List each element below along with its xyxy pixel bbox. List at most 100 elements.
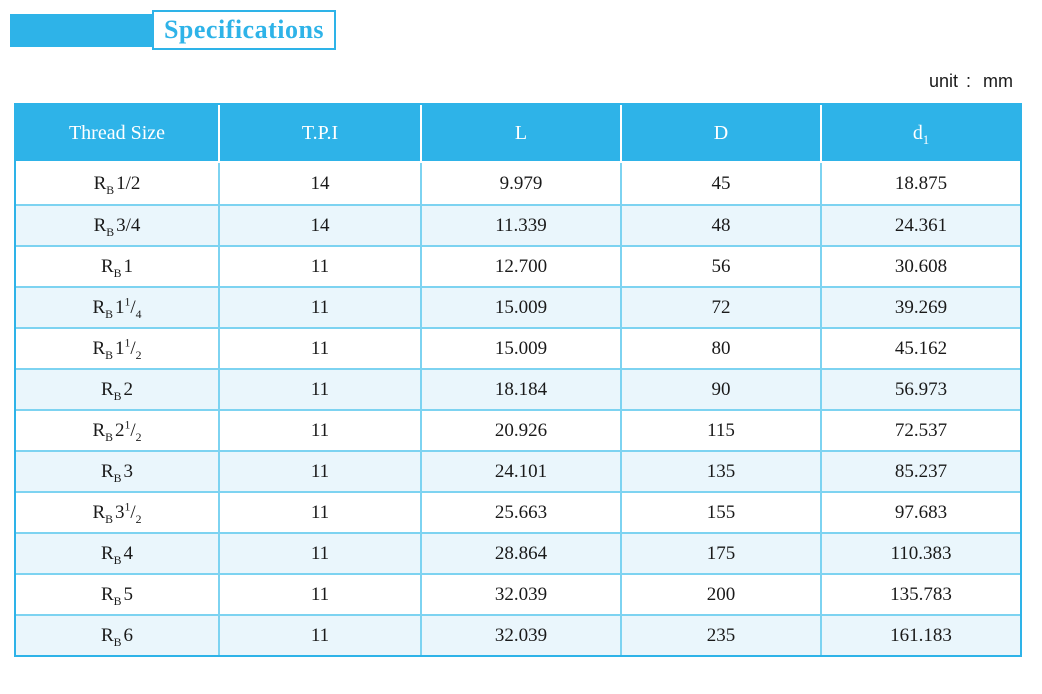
d-cell: 80 (622, 327, 822, 368)
d-cell: 135 (622, 450, 822, 491)
d-cell: 200 (622, 573, 822, 614)
thread-base-sub: B (113, 471, 122, 485)
unit-value: mm (983, 71, 1013, 91)
d1-cell: 18.875 (822, 163, 1020, 204)
thread-base-sub: B (113, 389, 122, 403)
thread-frac-denominator: 2 (135, 348, 142, 362)
thread-size-cell: RB 21/2 (16, 409, 220, 450)
thread-size-value: 1 (114, 337, 125, 359)
d1-cell: 135.783 (822, 573, 1020, 614)
thread-frac-numerator: 1 (124, 295, 131, 309)
d-cell: 235 (622, 614, 822, 655)
thread-frac-numerator: 1 (124, 500, 131, 514)
tpi-cell: 11 (220, 327, 422, 368)
d-cell: 45 (622, 163, 822, 204)
thread-base-sub: B (113, 266, 122, 280)
col-header-l: L (422, 105, 622, 163)
l-cell: 25.663 (422, 491, 622, 532)
l-cell: 15.009 (422, 286, 622, 327)
thread-size-value: 3 (114, 501, 125, 523)
d-cell: 175 (622, 532, 822, 573)
thread-size-cell: RB 3 (16, 450, 220, 491)
thread-frac-numerator: 1 (124, 418, 131, 432)
table-row: RB 4 11 28.864 175 110.383 (16, 532, 1020, 573)
l-cell: 24.101 (422, 450, 622, 491)
specifications-table: Thread Size T.P.I L D d1 RB 1/2 14 9.979 … (14, 103, 1022, 657)
thread-base: R (100, 583, 114, 605)
thread-size-cell: RB 3/4 (16, 204, 220, 245)
tpi-cell: 11 (220, 532, 422, 573)
table-row: RB 2 11 18.184 90 56.973 (16, 368, 1020, 409)
thread-base: R (92, 419, 106, 441)
thread-frac-slash: / (130, 419, 136, 441)
tpi-cell: 11 (220, 450, 422, 491)
col-header-tpi: T.P.I (220, 105, 422, 163)
thread-base: R (100, 378, 114, 400)
unit-separator: : (965, 71, 971, 91)
table-row: RB 6 11 32.039 235 161.183 (16, 614, 1020, 655)
thread-base-sub: B (106, 183, 115, 197)
thread-size-cell: RB 11/2 (16, 327, 220, 368)
thread-base-sub: B (105, 512, 113, 526)
tpi-cell: 14 (220, 163, 422, 204)
d-cell: 90 (622, 368, 822, 409)
unit-label: unit (928, 71, 958, 91)
l-cell: 15.009 (422, 327, 622, 368)
table-row: RB 3 11 24.101 135 85.237 (16, 450, 1020, 491)
tpi-cell: 11 (220, 368, 422, 409)
thread-size-cell: RB 2 (16, 368, 220, 409)
d1-cell: 161.183 (822, 614, 1020, 655)
thread-base-sub: B (106, 225, 115, 239)
table-header-row: Thread Size T.P.I L D d1 (16, 105, 1020, 163)
d-cell: 155 (622, 491, 822, 532)
thread-base: R (93, 214, 107, 236)
thread-base: R (100, 624, 114, 646)
thread-frac-numerator: 1 (124, 336, 131, 350)
table-body: RB 1/2 14 9.979 45 18.875 RB 3/4 14 11.339… (16, 163, 1020, 655)
table-row: RB 5 11 32.039 200 135.783 (16, 573, 1020, 614)
thread-frac-slash: / (130, 501, 136, 523)
thread-size-value: 1/2 (116, 172, 141, 194)
thread-base-sub: B (113, 635, 122, 649)
thread-size-cell: RB 1 (16, 245, 220, 286)
table-row: RB 11/2 11 15.009 80 45.162 (16, 327, 1020, 368)
thread-size-cell: RB 4 (16, 532, 220, 573)
table-row: RB 3/4 14 11.339 48 24.361 (16, 204, 1020, 245)
d1-cell: 39.269 (822, 286, 1020, 327)
d1-cell: 97.683 (822, 491, 1020, 532)
col-header-thread-size: Thread Size (16, 105, 220, 163)
thread-size-cell: RB 1/2 (16, 163, 220, 204)
thread-frac-denominator: 2 (135, 512, 142, 526)
table-row: RB 31/2 11 25.663 155 97.683 (16, 491, 1020, 532)
thread-base-sub: B (105, 307, 113, 321)
d1-cell: 72.537 (822, 409, 1020, 450)
thread-size-cell: RB 11/4 (16, 286, 220, 327)
l-cell: 32.039 (422, 614, 622, 655)
tpi-cell: 11 (220, 491, 422, 532)
thread-base-sub: B (105, 348, 113, 362)
d1-cell: 56.973 (822, 368, 1020, 409)
thread-size-value: 1 (123, 255, 134, 277)
d-cell: 48 (622, 204, 822, 245)
tpi-cell: 14 (220, 204, 422, 245)
d-cell: 56 (622, 245, 822, 286)
l-cell: 32.039 (422, 573, 622, 614)
thread-base: R (100, 542, 114, 564)
d1-cell: 30.608 (822, 245, 1020, 286)
tpi-cell: 11 (220, 286, 422, 327)
thread-size-value: 4 (123, 542, 134, 564)
d1-cell: 24.361 (822, 204, 1020, 245)
thread-base: R (100, 460, 114, 482)
l-cell: 18.184 (422, 368, 622, 409)
col-header-d1: d1 (822, 105, 1020, 163)
thread-base-sub: B (113, 553, 122, 567)
thread-base: R (92, 337, 106, 359)
d1-cell: 85.237 (822, 450, 1020, 491)
thread-frac-slash: / (130, 296, 136, 318)
thread-frac-denominator: 2 (135, 430, 142, 444)
thread-size-value: 2 (114, 419, 125, 441)
col-header-d: D (622, 105, 822, 163)
page-title-label: Specifications (163, 15, 325, 44)
thread-size-value: 3 (123, 460, 134, 482)
tpi-cell: 11 (220, 614, 422, 655)
